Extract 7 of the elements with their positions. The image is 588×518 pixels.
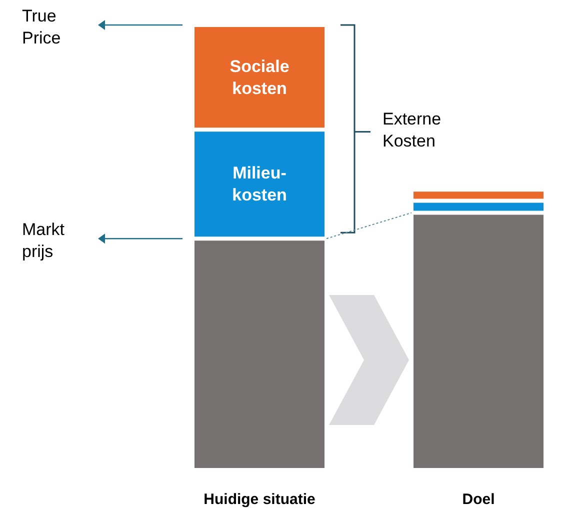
- x-tick-label: Doel: [462, 491, 495, 508]
- series-label: Milieu-kosten: [232, 164, 287, 205]
- series-label: Sociale kosten: [230, 56, 290, 98]
- x-tick-label: Huidige situatie: [204, 491, 316, 508]
- annotation: Externe Kosten: [382, 109, 442, 150]
- text: Markt prijs: [22, 220, 65, 262]
- text: True Price: [22, 6, 61, 48]
